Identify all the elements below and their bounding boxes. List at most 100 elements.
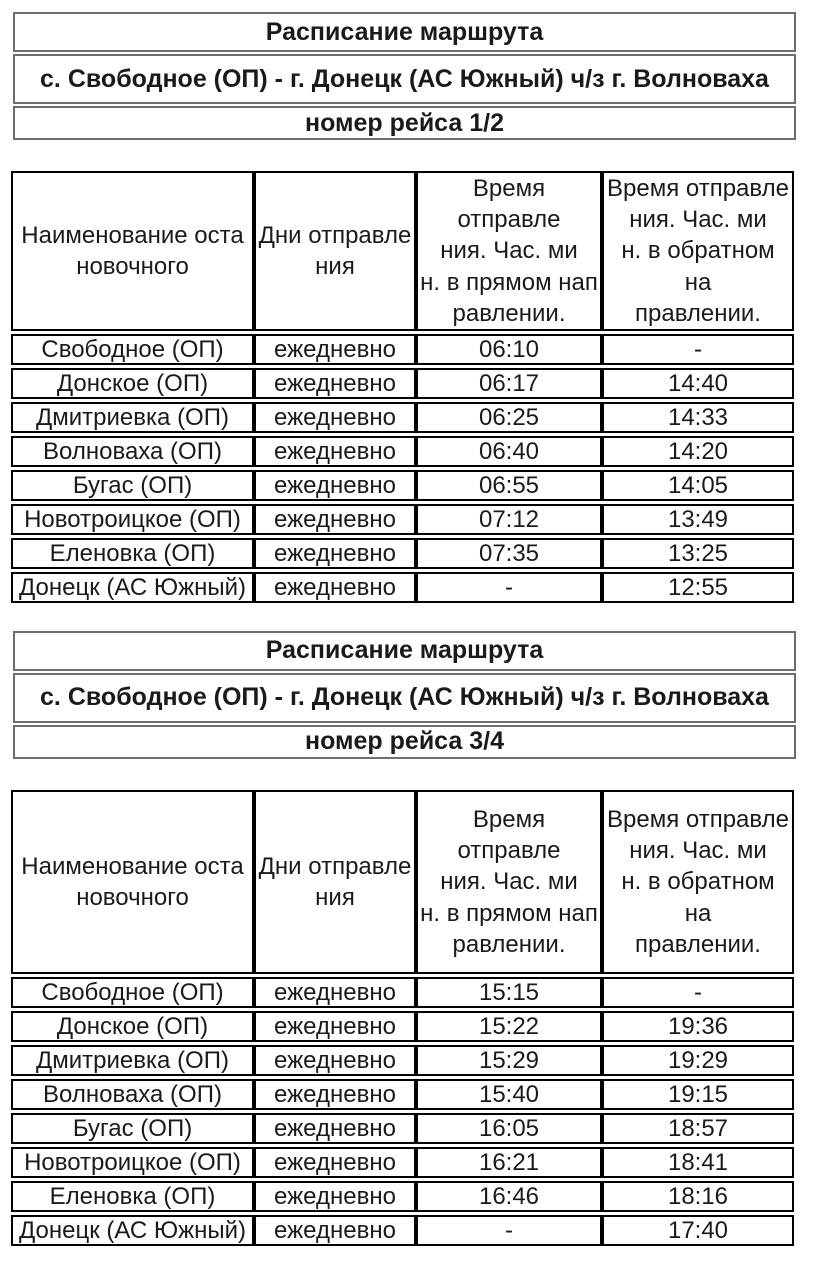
stop-cell: Донецк (АС Южный) — [11, 571, 254, 603]
forward-time-cell: 16:46 — [416, 1180, 602, 1212]
column-header-stop-name: Наименование оста новочного — [11, 171, 254, 331]
table-row: Еленовка (ОП) ежедневно 07:35 13:25 — [11, 537, 794, 569]
table-row: Новотроицкое (ОП) ежедневно 07:12 13:49 — [11, 503, 794, 535]
stop-cell: Волноваха (ОП) — [11, 1078, 254, 1110]
stop-cell: Свободное (ОП) — [11, 333, 254, 365]
column-header-stop-name: Наименование оста новочного — [11, 789, 254, 974]
table-row: Дмитриевка (ОП) ежедневно 06:25 14:33 — [11, 401, 794, 433]
stop-cell: Бугас (ОП) — [11, 1112, 254, 1144]
table-row: Еленовка (ОП) ежедневно 16:46 18:16 — [11, 1180, 794, 1212]
forward-time-cell: 15:40 — [416, 1078, 602, 1110]
forward-time-cell: 07:12 — [416, 503, 602, 535]
backward-time-cell: - — [602, 333, 794, 365]
timetable-trip-3-4: Наименование оста новочного Дни отправле… — [11, 787, 794, 1249]
table-row: Новотроицкое (ОП) ежедневно 16:21 18:41 — [11, 1146, 794, 1178]
table-row: Волноваха (ОП) ежедневно 06:40 14:20 — [11, 435, 794, 467]
days-cell: ежедневно — [254, 333, 416, 365]
trip-number: номер рейса 3/4 — [13, 724, 796, 759]
stop-cell: Еленовка (ОП) — [11, 537, 254, 569]
table-row: Дмитриевка (ОП) ежедневно 15:29 19:29 — [11, 1044, 794, 1076]
forward-time-cell: 16:05 — [416, 1112, 602, 1144]
stop-cell: Дмитриевка (ОП) — [11, 401, 254, 433]
schedule-header-box: Расписание маршрута с. Свободное (ОП) - … — [11, 629, 798, 761]
days-cell: ежедневно — [254, 469, 416, 501]
days-cell: ежедневно — [254, 537, 416, 569]
backward-time-cell: 19:15 — [602, 1078, 794, 1110]
stop-cell: Донское (ОП) — [11, 1010, 254, 1042]
days-cell: ежедневно — [254, 1180, 416, 1212]
stop-cell: Донецк (АС Южный) — [11, 1214, 254, 1246]
table-row: Донское (ОП) ежедневно 15:22 19:36 — [11, 1010, 794, 1042]
route-title: с. Свободное (ОП) - г. Донецк (АС Южный)… — [13, 54, 796, 104]
forward-time-cell: 06:40 — [416, 435, 602, 467]
forward-time-cell: 06:25 — [416, 401, 602, 433]
forward-time-cell: 06:10 — [416, 333, 602, 365]
table-row: Волноваха (ОП) ежедневно 15:40 19:15 — [11, 1078, 794, 1110]
forward-time-cell: 15:15 — [416, 976, 602, 1008]
backward-time-cell: 17:40 — [602, 1214, 794, 1246]
forward-time-cell: 06:55 — [416, 469, 602, 501]
days-cell: ежедневно — [254, 1078, 416, 1110]
days-cell: ежедневно — [254, 1112, 416, 1144]
table-row: Свободное (ОП) ежедневно 15:15 - — [11, 976, 794, 1008]
forward-time-cell: 15:22 — [416, 1010, 602, 1042]
schedule-section-trip-3-4: Расписание маршрута с. Свободное (ОП) - … — [11, 629, 802, 1249]
forward-time-cell: 06:17 — [416, 367, 602, 399]
route-title: с. Свободное (ОП) - г. Донецк (АС Южный)… — [13, 672, 796, 723]
stop-cell: Дмитриевка (ОП) — [11, 1044, 254, 1076]
column-header-backward-time: Время отправле ния. Час. ми н. в обратно… — [602, 171, 794, 331]
backward-time-cell: 14:33 — [602, 401, 794, 433]
backward-time-cell: 18:41 — [602, 1146, 794, 1178]
backward-time-cell: 12:55 — [602, 571, 794, 603]
column-header-departure-days: Дни отправле ния — [254, 789, 416, 974]
schedule-title: Расписание маршрута — [13, 12, 796, 52]
backward-time-cell: - — [602, 976, 794, 1008]
header-row: Наименование оста новочного Дни отправле… — [11, 171, 794, 331]
stop-cell: Новотроицкое (ОП) — [11, 1146, 254, 1178]
stop-cell: Бугас (ОП) — [11, 469, 254, 501]
table-row: Свободное (ОП) ежедневно 06:10 - — [11, 333, 794, 365]
table-row: Бугас (ОП) ежедневно 16:05 18:57 — [11, 1112, 794, 1144]
schedule-header-box: Расписание маршрута с. Свободное (ОП) - … — [11, 10, 798, 142]
backward-time-cell: 18:16 — [602, 1180, 794, 1212]
forward-time-cell: 16:21 — [416, 1146, 602, 1178]
stop-cell: Волноваха (ОП) — [11, 435, 254, 467]
backward-time-cell: 13:25 — [602, 537, 794, 569]
days-cell: ежедневно — [254, 1044, 416, 1076]
backward-time-cell: 14:40 — [602, 367, 794, 399]
column-header-departure-days: Дни отправле ния — [254, 171, 416, 331]
backward-time-cell: 19:36 — [602, 1010, 794, 1042]
days-cell: ежедневно — [254, 1214, 416, 1246]
trip-number: номер рейса 1/2 — [13, 106, 796, 140]
days-cell: ежедневно — [254, 435, 416, 467]
days-cell: ежедневно — [254, 1010, 416, 1042]
stop-cell: Свободное (ОП) — [11, 976, 254, 1008]
stop-cell: Донское (ОП) — [11, 367, 254, 399]
days-cell: ежедневно — [254, 367, 416, 399]
table-row: Бугас (ОП) ежедневно 06:55 14:05 — [11, 469, 794, 501]
days-cell: ежедневно — [254, 401, 416, 433]
forward-time-cell: 07:35 — [416, 537, 602, 569]
stop-cell: Еленовка (ОП) — [11, 1180, 254, 1212]
stop-cell: Новотроицкое (ОП) — [11, 503, 254, 535]
days-cell: ежедневно — [254, 1146, 416, 1178]
forward-time-cell: - — [416, 1214, 602, 1246]
backward-time-cell: 14:20 — [602, 435, 794, 467]
table-row: Донецк (АС Южный) ежедневно - 17:40 — [11, 1214, 794, 1246]
backward-time-cell: 14:05 — [602, 469, 794, 501]
schedule-title: Расписание маршрута — [13, 630, 796, 671]
forward-time-cell: - — [416, 571, 602, 603]
days-cell: ежедневно — [254, 571, 416, 603]
days-cell: ежедневно — [254, 503, 416, 535]
timetable-trip-1-2: Наименование оста новочного Дни отправле… — [11, 168, 794, 606]
column-header-backward-time: Время отправле ния. Час. ми н. в обратно… — [602, 789, 794, 974]
column-header-forward-time: Время отправле ния. Час. ми н. в прямом … — [416, 171, 602, 331]
schedule-section-trip-1-2: Расписание маршрута с. Свободное (ОП) - … — [11, 10, 802, 606]
header-row: Наименование оста новочного Дни отправле… — [11, 789, 794, 974]
backward-time-cell: 18:57 — [602, 1112, 794, 1144]
table-row: Донское (ОП) ежедневно 06:17 14:40 — [11, 367, 794, 399]
table-row: Донецк (АС Южный) ежедневно - 12:55 — [11, 571, 794, 603]
backward-time-cell: 13:49 — [602, 503, 794, 535]
backward-time-cell: 19:29 — [602, 1044, 794, 1076]
